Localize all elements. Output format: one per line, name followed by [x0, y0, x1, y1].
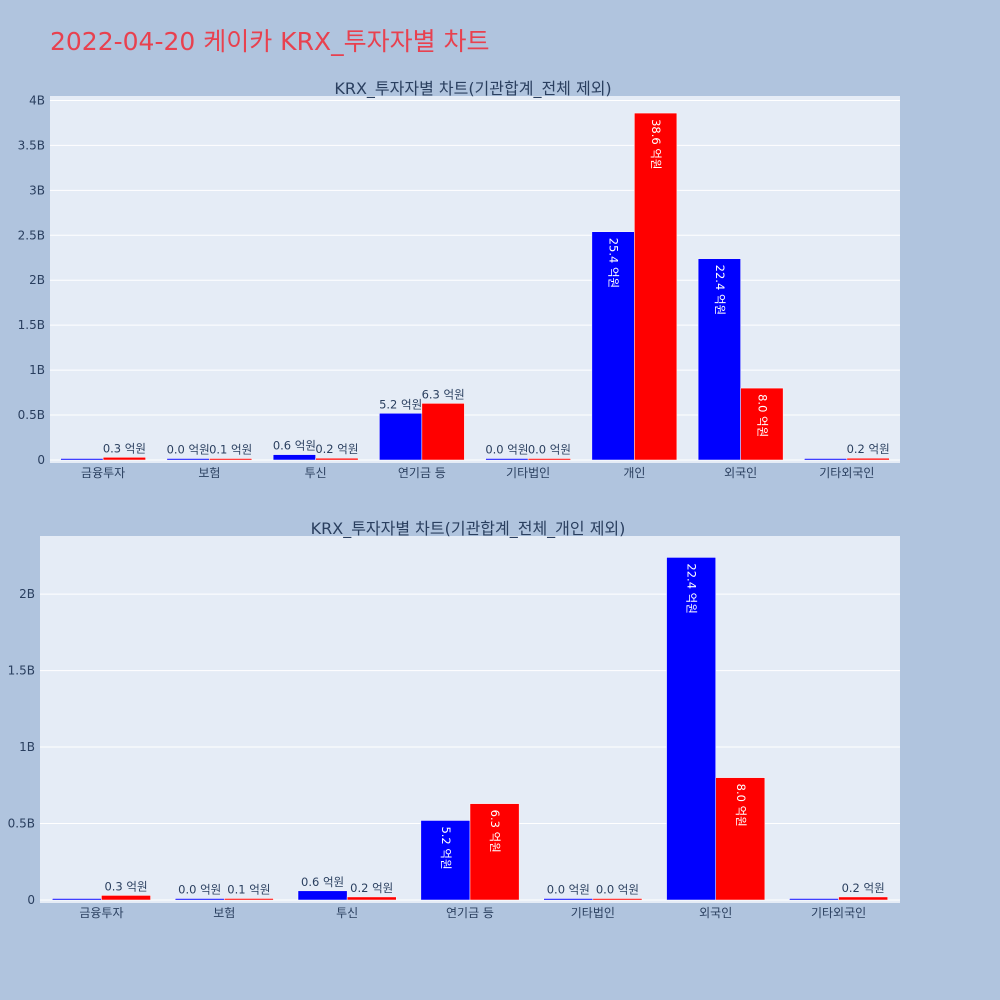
- chart-excluding-institutions-and-individuals: 0 0.5B 1B 1.5B 2B KRX_투자자별 차트(기관합계_전체_개인 제외) 금…: [8, 519, 900, 920]
- bar: [209, 458, 253, 461]
- y-tick-label: 0.5B: [8, 817, 35, 831]
- y-tick-label: 2B: [19, 587, 35, 601]
- bar: [634, 112, 678, 461]
- y-tick-label: 2B: [29, 273, 45, 287]
- data-label: 0.1 억원: [227, 882, 270, 896]
- bar: [421, 403, 465, 461]
- chart-title: KRX_투자자별 차트(기관합계_전체_개인 제외): [311, 519, 626, 539]
- data-label: 0.1 억원: [209, 443, 252, 457]
- y-tick-label: 0: [27, 893, 35, 907]
- y-tick-label: 0.5B: [18, 408, 45, 422]
- data-label: 22.4 억원: [713, 265, 727, 315]
- bar: [315, 457, 359, 461]
- data-label: 22.4 억원: [685, 563, 699, 613]
- x-tick-label: 연기금 등: [446, 906, 494, 920]
- x-tick-label: 기타외국인: [819, 466, 874, 480]
- bar: [666, 557, 716, 901]
- bar: [102, 457, 146, 461]
- x-tick-label: 투신: [336, 906, 358, 920]
- bar: [715, 777, 766, 901]
- bar: [469, 803, 520, 901]
- bar: [272, 454, 316, 461]
- bar: [420, 820, 471, 901]
- data-label: 0.0 억원: [596, 883, 639, 897]
- bar: [846, 457, 890, 461]
- y-tick-label: 0: [37, 453, 45, 467]
- x-tick-label: 투신: [305, 466, 327, 480]
- data-label: 8.0 억원: [755, 394, 769, 437]
- data-label: 38.6 억원: [649, 119, 663, 169]
- data-label: 0.6 억원: [301, 875, 344, 889]
- bar: [592, 898, 643, 901]
- bar: [379, 413, 423, 461]
- data-label: 0.0 억원: [547, 883, 590, 897]
- x-tick-label: 외국인: [699, 906, 732, 920]
- data-label: 0.2 억원: [842, 881, 885, 895]
- bar: [789, 898, 839, 901]
- bar: [174, 898, 225, 901]
- y-tick-label: 3B: [29, 183, 45, 197]
- x-tick-label: 개인: [623, 466, 645, 480]
- bar: [543, 898, 594, 901]
- data-label: 5.2 억원: [379, 397, 422, 411]
- x-tick-label: 보험: [213, 906, 235, 920]
- data-label: 0.0 억원: [178, 883, 221, 897]
- x-tick-label: 금융투자: [81, 466, 125, 480]
- y-tick-label: 1.5B: [8, 664, 35, 678]
- bar: [527, 458, 571, 461]
- data-label: 6.3 억원: [422, 387, 465, 401]
- x-tick-label: 기타법인: [571, 906, 615, 920]
- y-tick-label: 2.5B: [18, 228, 45, 242]
- data-label: 0.0 억원: [528, 443, 571, 457]
- y-tick-label: 1B: [29, 363, 45, 377]
- data-label: 0.2 억원: [350, 881, 393, 895]
- y-tick-label: 1.5B: [18, 318, 45, 332]
- bar: [52, 898, 102, 901]
- y-tick-label: 1B: [19, 740, 35, 754]
- data-label: 8.0 억원: [734, 784, 748, 827]
- data-label: 0.6 억원: [273, 439, 316, 453]
- x-tick-label: 외국인: [724, 466, 757, 480]
- data-label: 6.3 억원: [488, 810, 502, 853]
- data-label: 0.2 억원: [847, 442, 890, 456]
- x-tick-label: 기타외국인: [811, 906, 866, 920]
- page-title: 2022-04-20 케이카 KRX_투자자별 차트: [50, 27, 490, 56]
- x-tick-label: 보험: [198, 466, 220, 480]
- data-label: 25.4 억원: [607, 238, 621, 288]
- y-tick-label: 3.5B: [18, 138, 45, 152]
- bar: [804, 458, 848, 461]
- y-tick-label: 4B: [29, 93, 45, 107]
- bar: [740, 387, 784, 461]
- bar: [60, 458, 104, 461]
- bar: [224, 898, 274, 901]
- bar: [591, 231, 635, 461]
- bar: [485, 458, 529, 461]
- chart-title: KRX_투자자별 차트(기관합계_전체 제외): [334, 79, 611, 99]
- bar: [166, 458, 210, 461]
- data-label: 0.0 억원: [485, 443, 528, 457]
- data-label: 0.3 억원: [104, 879, 147, 893]
- data-label: 0.2 억원: [315, 442, 358, 456]
- bar: [297, 890, 348, 901]
- bar: [346, 896, 397, 901]
- data-label: 0.3 억원: [103, 441, 146, 455]
- chart-excluding-institutions: 0 0.5B 1B 1.5B 2B 2.5B 3B 3.5B 4B KRX_투자자별 차트(기관합…: [18, 79, 900, 480]
- data-label: 0.0 억원: [167, 443, 210, 457]
- x-tick-label: 기타법인: [506, 466, 550, 480]
- bar: [838, 896, 888, 901]
- x-tick-label: 금융투자: [79, 906, 123, 920]
- bar: [101, 895, 151, 901]
- x-tick-label: 연기금 등: [398, 466, 446, 480]
- bar: [697, 258, 741, 461]
- data-label: 5.2 억원: [439, 826, 453, 869]
